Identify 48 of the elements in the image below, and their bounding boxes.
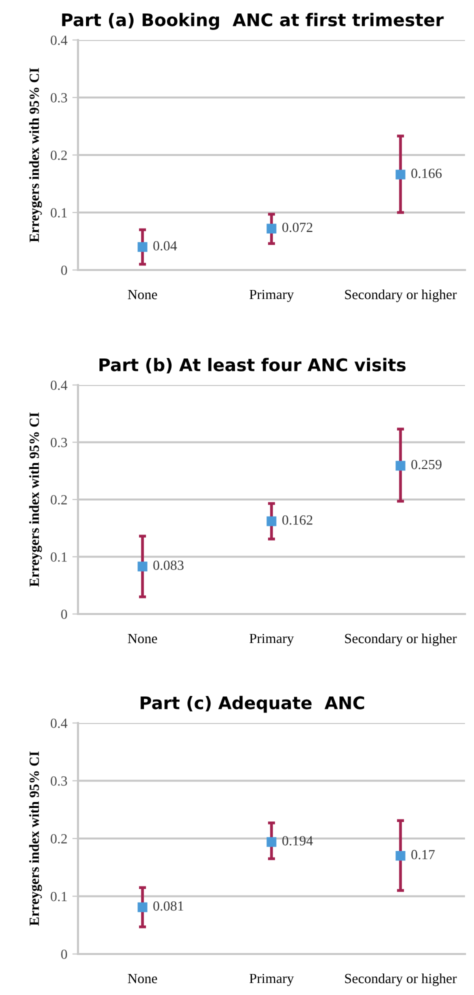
data-label: 0.083 [153, 560, 184, 570]
y-tick-label: 0 [61, 950, 68, 959]
y-tick-label: 0.3 [50, 438, 68, 448]
y-axis-title: Erreygers index with 95% CI [29, 412, 42, 587]
point [138, 242, 148, 252]
point [396, 850, 406, 861]
y-tick-label: 0 [61, 266, 68, 275]
data-label: 0.081 [153, 901, 184, 911]
y-tick-label: 0.4 [50, 718, 68, 728]
y-tick-label: 0.1 [50, 892, 67, 902]
x-tick-label: Secondary or higher [345, 633, 457, 646]
data-label: 0.04 [153, 241, 177, 251]
y-tick-label: 0.3 [50, 776, 68, 786]
y-tick-label: 0.4 [50, 380, 68, 390]
x-tick-label: Primary [250, 290, 294, 302]
point [138, 562, 148, 572]
data-label: 0.162 [282, 515, 312, 525]
data-label: 0.072 [282, 222, 312, 232]
data-label: 0.259 [411, 460, 442, 470]
data-label: 0.166 [411, 168, 442, 178]
x-tick-label: None [128, 974, 158, 984]
y-axis-title: Erreygers index with 95% CI [29, 68, 42, 242]
data-label: 0.194 [282, 836, 313, 846]
x-tick-label: None [128, 290, 158, 300]
x-tick-label: None [128, 634, 158, 644]
point [396, 170, 406, 180]
y-tick-label: 0 [61, 610, 68, 619]
point [138, 902, 148, 912]
y-tick-label: 0.4 [50, 36, 68, 46]
y-tick-label: 0.2 [50, 150, 67, 160]
y-tick-label: 0.1 [50, 552, 67, 562]
data-label: 0.17 [411, 850, 435, 860]
y-tick-label: 0.2 [50, 495, 67, 505]
y-tick-label: 0.1 [50, 208, 67, 218]
x-tick-label: Primary [250, 634, 294, 646]
y-axis-title: Erreygers index with 95% CI [29, 752, 42, 926]
point [266, 224, 276, 234]
y-tick-label: 0.2 [50, 834, 67, 844]
x-tick-label: Secondary or higher [345, 289, 457, 302]
chart-title: Part (c) Adequate ANC [140, 696, 364, 713]
x-tick-label: Secondary or higher [345, 973, 457, 986]
chart-title: Part (a) Booking ANC at first trimester [62, 12, 444, 30]
chart-title: Part (b) At least four ANC visits [99, 358, 406, 374]
x-tick-label: Primary [250, 974, 294, 986]
y-tick-label: 0.3 [50, 93, 68, 103]
point [266, 837, 276, 847]
point [396, 460, 406, 471]
point [266, 516, 276, 526]
